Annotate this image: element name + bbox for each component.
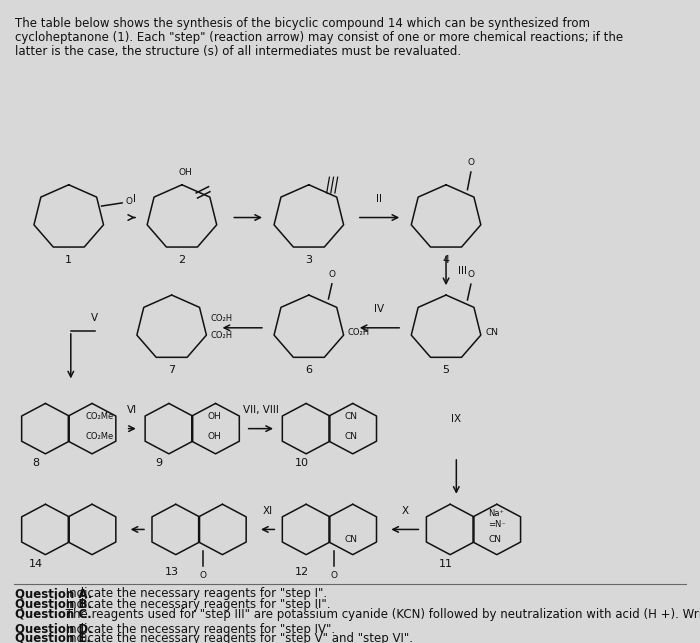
Text: CO₂Me: CO₂Me: [85, 412, 113, 421]
Text: 8: 8: [32, 458, 39, 469]
Text: CN: CN: [485, 329, 498, 338]
Text: Indicate the necessary reagents for "step I".: Indicate the necessary reagents for "ste…: [62, 588, 327, 601]
Text: 7: 7: [168, 365, 175, 375]
Text: O: O: [199, 571, 206, 580]
Text: 2: 2: [178, 255, 186, 265]
Text: XI: XI: [262, 505, 273, 516]
Text: 1: 1: [65, 255, 72, 265]
Text: O: O: [468, 158, 475, 167]
Text: O: O: [330, 571, 337, 580]
Text: cycloheptanone (1). Each "step" (reaction arrow) may consist of one or more chem: cycloheptanone (1). Each "step" (reactio…: [15, 31, 624, 44]
Text: latter is the case, the structure (s) of all intermediates must be revaluated.: latter is the case, the structure (s) of…: [15, 45, 461, 58]
Text: CO₂Me: CO₂Me: [85, 431, 113, 440]
Text: V: V: [91, 314, 99, 323]
Text: 9: 9: [155, 458, 163, 469]
Text: 10: 10: [295, 458, 309, 469]
Text: CN: CN: [344, 412, 358, 421]
Text: 14: 14: [29, 559, 43, 569]
Text: O: O: [125, 197, 132, 206]
Text: CO₂H: CO₂H: [211, 314, 233, 323]
Text: X: X: [401, 505, 408, 516]
Text: Question D.: Question D.: [15, 622, 93, 636]
Text: III: III: [458, 266, 468, 276]
Text: OH: OH: [207, 431, 221, 440]
Text: Question B.: Question B.: [15, 597, 92, 610]
Text: Na⁺: Na⁺: [489, 509, 505, 518]
Text: O: O: [328, 270, 335, 279]
Text: CN: CN: [489, 535, 502, 544]
Text: I: I: [134, 194, 136, 204]
Text: 13: 13: [164, 567, 178, 577]
Text: II: II: [377, 194, 382, 204]
Text: VII, VIII: VII, VIII: [243, 404, 279, 415]
Text: CO₂H: CO₂H: [211, 331, 233, 340]
Text: CO₂H: CO₂H: [348, 329, 370, 338]
Text: 4: 4: [442, 255, 449, 265]
Text: Question C.: Question C.: [15, 608, 92, 620]
Text: Indicate the necessary reagents for "step II".: Indicate the necessary reagents for "ste…: [62, 597, 330, 610]
Text: OH: OH: [207, 412, 221, 421]
Text: 5: 5: [442, 365, 449, 375]
Text: CN: CN: [344, 535, 358, 544]
Text: IV: IV: [374, 304, 384, 314]
Text: Indicate the necessary reagents for "step V" and "step VI".: Indicate the necessary reagents for "ste…: [62, 631, 413, 643]
Text: 3: 3: [305, 255, 312, 265]
Text: 12: 12: [295, 567, 309, 577]
Text: =N⁻: =N⁻: [489, 520, 506, 529]
Text: CN: CN: [344, 431, 358, 440]
Text: VI: VI: [127, 404, 137, 415]
Text: Question E.: Question E.: [15, 631, 91, 643]
Text: 6: 6: [305, 365, 312, 375]
Text: Indicate the necessary reagents for "step IV".: Indicate the necessary reagents for "ste…: [62, 622, 335, 636]
Text: The reagents used for "step III" are potassium cyanide (KCN) followed by neutral: The reagents used for "step III" are pot…: [62, 608, 700, 620]
Text: O: O: [468, 270, 475, 279]
Text: IX: IX: [452, 414, 461, 424]
Text: OH: OH: [178, 168, 192, 177]
Text: The table below shows the synthesis of the bicyclic compound 14 which can be syn: The table below shows the synthesis of t…: [15, 17, 590, 30]
Text: Question A.: Question A.: [15, 588, 92, 601]
Text: 11: 11: [439, 559, 453, 569]
